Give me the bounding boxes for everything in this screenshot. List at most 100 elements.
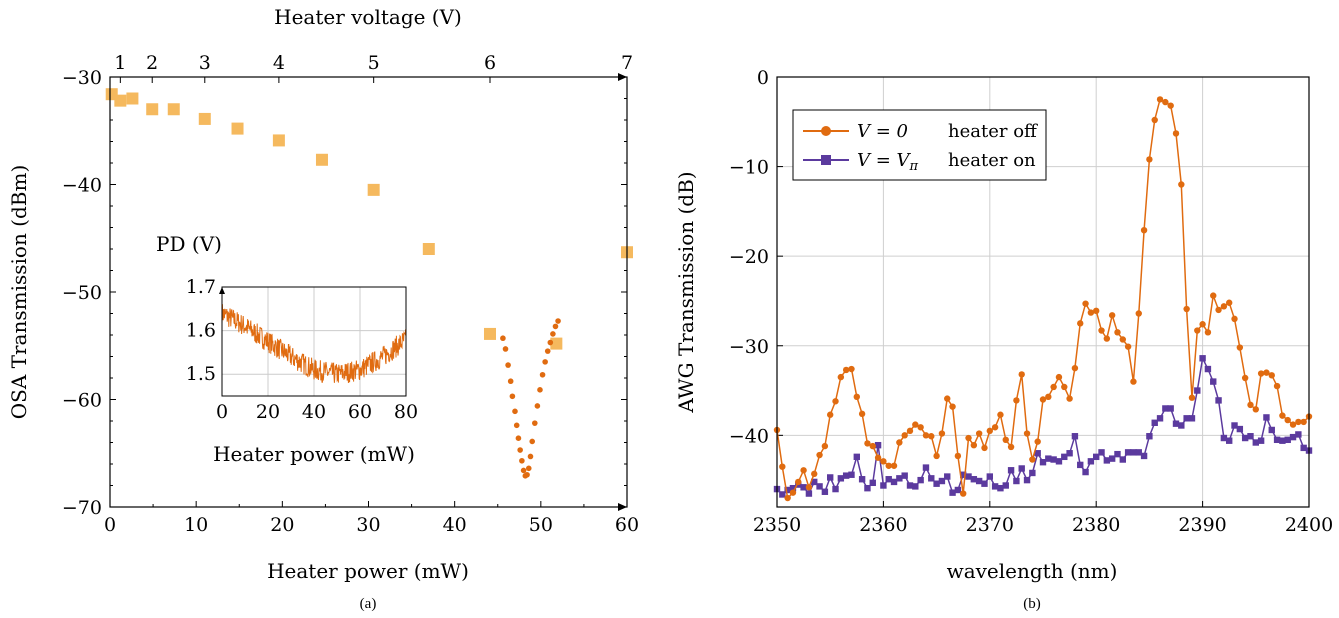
heater-on-point <box>821 488 829 495</box>
heater-on-point <box>789 484 797 492</box>
heater-off-point <box>1279 412 1286 419</box>
legend-marker-heater-on <box>821 155 831 165</box>
heater-off-point <box>954 452 962 460</box>
x-tick-label: 60 <box>615 514 639 536</box>
top-tick-label: 7 <box>621 52 633 74</box>
square-point <box>272 134 285 147</box>
heater-off-point <box>1146 156 1153 163</box>
heater-on-point <box>1178 422 1185 429</box>
heater-off-point <box>1231 315 1238 323</box>
square-point <box>315 153 328 166</box>
heater-on-point <box>1247 433 1254 440</box>
heater-on-point <box>784 486 791 494</box>
inset-frame <box>221 286 407 397</box>
heater-on-point <box>1050 456 1057 463</box>
heater-on-point <box>1039 459 1047 466</box>
panel-a-caption: (a) <box>360 596 377 612</box>
heater-off-point <box>1151 116 1158 124</box>
heater-off-point <box>1045 393 1052 401</box>
inset-y-tick-label: 1.6 <box>186 320 216 342</box>
heater-off-point <box>1087 309 1095 316</box>
heater-off-point <box>827 411 834 418</box>
heater-off-point <box>1093 307 1100 315</box>
inset-x-tick-label: 0 <box>216 401 228 423</box>
heater-on-point <box>1023 476 1031 484</box>
dot-point <box>547 339 554 346</box>
square-point <box>146 103 159 116</box>
heater-off-point <box>1071 364 1079 372</box>
dot-point <box>534 403 541 409</box>
inset-y-title: PD (V) <box>156 232 222 256</box>
heater-off-point <box>1268 372 1275 379</box>
heater-off-point <box>1194 327 1201 334</box>
inset-x-tick-label: 60 <box>348 401 372 423</box>
x-tick-label: 50 <box>529 514 553 536</box>
inset-ticks <box>221 286 407 396</box>
heater-on-point <box>1119 456 1126 463</box>
heater-on-point <box>1029 469 1036 477</box>
heater-on-point <box>1204 365 1212 373</box>
heater-off-point <box>811 470 818 478</box>
top-tick-label: 6 <box>484 52 496 74</box>
heater-off-point <box>906 427 914 435</box>
heater-off-point <box>938 430 946 437</box>
heater-on-point <box>1215 397 1222 404</box>
heater-on-point <box>981 480 988 487</box>
x-tick-label: 10 <box>184 514 208 536</box>
heater-on-point <box>1151 419 1158 426</box>
heater-off-point <box>885 462 892 469</box>
b-x-axis-title: wavelength (nm) <box>947 559 1118 583</box>
heater-off-point <box>1284 416 1291 424</box>
heater-on-point <box>986 473 993 480</box>
b-y-tick-label: −40 <box>729 425 769 447</box>
b-x-tick-label: 2400 <box>1285 514 1333 536</box>
heater-off-point <box>784 494 791 502</box>
heater-off-point <box>1114 329 1121 336</box>
heater-off-point <box>991 424 999 431</box>
heater-on-point <box>1263 414 1270 421</box>
heater-on-point <box>890 478 898 486</box>
dot-point <box>524 471 530 478</box>
heater-on-point <box>960 471 967 478</box>
heater-off-point <box>1220 303 1228 310</box>
dot-point <box>532 420 538 426</box>
x-tick-label: 40 <box>443 514 467 536</box>
heater-on-point <box>901 472 908 479</box>
dot-point <box>529 438 536 445</box>
heater-on-point <box>1114 450 1121 458</box>
heater-on-point <box>954 486 962 494</box>
inset-x-title: Heater power (mW) <box>213 442 415 466</box>
legend-expr-heater-on: V = V <box>857 150 912 171</box>
b-y-tick-label: −10 <box>729 157 769 179</box>
heater-on-point <box>837 475 845 482</box>
heater-off-point <box>1013 397 1020 404</box>
x-tick-label: 20 <box>270 514 294 536</box>
b-x-tick-label: 2380 <box>1072 514 1120 536</box>
heater-on-point <box>1279 437 1286 444</box>
heater-off-point <box>917 424 924 431</box>
heater-off-point <box>842 366 850 374</box>
heater-on-point <box>1146 433 1153 440</box>
heater-on-point <box>1007 467 1015 474</box>
heater-off-point <box>1098 327 1105 334</box>
heater-on-point <box>1295 431 1302 438</box>
heater-off-point <box>1263 369 1270 376</box>
heater-on-point <box>1210 378 1217 385</box>
heater-off-point <box>805 484 813 491</box>
heater-off-point <box>970 441 978 449</box>
heater-off-point <box>1226 299 1233 306</box>
heater-on-point <box>1066 450 1073 457</box>
heater-on-point <box>1130 449 1137 456</box>
heater-off-point <box>1273 382 1281 390</box>
heater-off-point <box>1167 102 1174 109</box>
heater-on-point <box>874 441 882 449</box>
heater-on-point <box>928 475 935 482</box>
top-tick-label: 5 <box>368 52 380 74</box>
heater-on-point <box>1077 461 1084 469</box>
heater-off-point <box>1289 421 1297 428</box>
heater-on-point <box>1055 458 1063 465</box>
heater-on-point <box>1226 437 1233 444</box>
heater-on-point <box>1241 434 1249 442</box>
legend-desc-heater-on: heater on <box>948 150 1036 171</box>
heater-on-point <box>1087 458 1095 465</box>
